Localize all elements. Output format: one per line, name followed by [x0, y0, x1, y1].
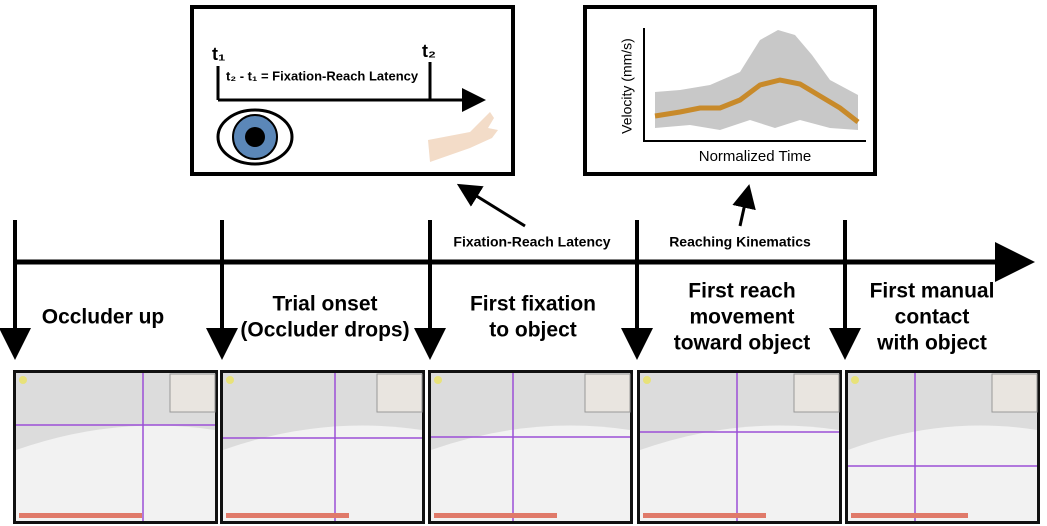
x-axis-label: Normalized Time: [699, 148, 812, 165]
pointer-arrow: [740, 190, 748, 226]
pointer-arrow: [462, 187, 525, 226]
timeline-label: Fixation-Reach Latency: [453, 234, 610, 250]
scene-camera-inset: [377, 374, 422, 412]
scene-camera-inset: [992, 374, 1037, 412]
gaze-indicator: [19, 376, 27, 384]
status-bar: [19, 513, 142, 518]
gaze-indicator: [643, 376, 651, 384]
event-label: Trial onset: [272, 293, 377, 316]
gaze-indicator: [434, 376, 442, 384]
scene-camera-inset: [170, 374, 215, 412]
event-label: First fixation: [470, 293, 596, 316]
scene-camera-inset: [794, 374, 839, 412]
t2-label: t₂: [422, 41, 436, 61]
pupil: [245, 127, 265, 147]
equation: t₂ - t₁ = Fixation-Reach Latency: [226, 68, 419, 83]
event-label: movement: [689, 306, 794, 329]
status-bar: [643, 513, 766, 518]
event-label: (Occluder drops): [240, 319, 409, 342]
gaze-indicator: [226, 376, 234, 384]
events: Occluder up Trial onset (Occluder drops) Fi…: [15, 220, 1039, 523]
event-label: Occluder up: [42, 306, 165, 329]
event-label: toward object: [674, 332, 811, 355]
event-label: First manual: [870, 280, 995, 303]
kinematics-panel: Velocity (mm/s) Normalized Time: [585, 7, 875, 174]
event-label: First reach: [688, 280, 795, 303]
latency-panel: t₁ t₂ t₂ - t₁ = Fixation-Reach Latency: [192, 7, 513, 174]
status-bar: [226, 513, 349, 518]
event-label: with object: [876, 332, 987, 355]
gaze-indicator: [851, 376, 859, 384]
y-axis-label: Velocity (mm/s): [619, 38, 635, 134]
event-label: to object: [489, 319, 577, 342]
timeline-label: Reaching Kinematics: [669, 234, 811, 250]
status-bar: [434, 513, 557, 518]
event-label: contact: [895, 306, 970, 329]
status-bar: [851, 513, 968, 518]
scene-camera-inset: [585, 374, 630, 412]
t1-label: t₁: [212, 44, 225, 64]
figure: t₁ t₂ t₂ - t₁ = Fixation-Reach Latency V…: [0, 0, 1047, 526]
